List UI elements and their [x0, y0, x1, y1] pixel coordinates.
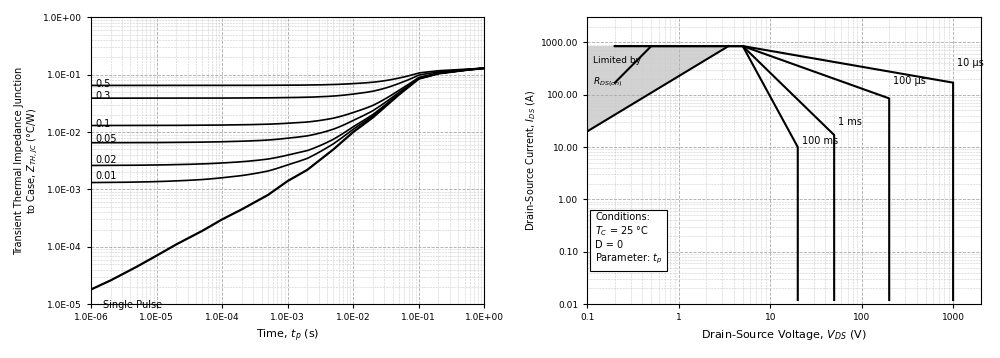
Text: 0.02: 0.02: [95, 155, 116, 165]
Text: 0.5: 0.5: [95, 79, 110, 89]
Polygon shape: [587, 46, 729, 131]
Text: 10 μs: 10 μs: [957, 58, 984, 68]
X-axis label: Time, $t_p$ (s): Time, $t_p$ (s): [256, 328, 319, 344]
Y-axis label: Transient Thermal Impedance Junction
to Case, $Z_{TH,JC}$ (°C/W): Transient Thermal Impedance Junction to …: [14, 67, 40, 255]
Text: 1 ms: 1 ms: [838, 117, 862, 127]
Text: 0.05: 0.05: [95, 134, 116, 144]
Text: 0.01: 0.01: [95, 171, 116, 181]
Text: 0.3: 0.3: [95, 91, 110, 101]
Text: 100 ms: 100 ms: [802, 136, 838, 146]
Text: $R_{DS(on)}$: $R_{DS(on)}$: [593, 75, 622, 88]
Text: Conditions:
$T_C$ = 25 °C
D = 0
Parameter: $t_p$: Conditions: $T_C$ = 25 °C D = 0 Paramete…: [595, 212, 663, 266]
Text: 0.1: 0.1: [95, 119, 110, 129]
Text: Limited by: Limited by: [593, 56, 641, 65]
X-axis label: Drain-Source Voltage, $V_{DS}$ (V): Drain-Source Voltage, $V_{DS}$ (V): [701, 328, 867, 342]
Y-axis label: Drain-Source Current, $I_{DS}$ (A): Drain-Source Current, $I_{DS}$ (A): [525, 90, 538, 231]
Text: Single Pulse: Single Pulse: [103, 300, 162, 310]
Text: 100 μs: 100 μs: [893, 76, 926, 86]
